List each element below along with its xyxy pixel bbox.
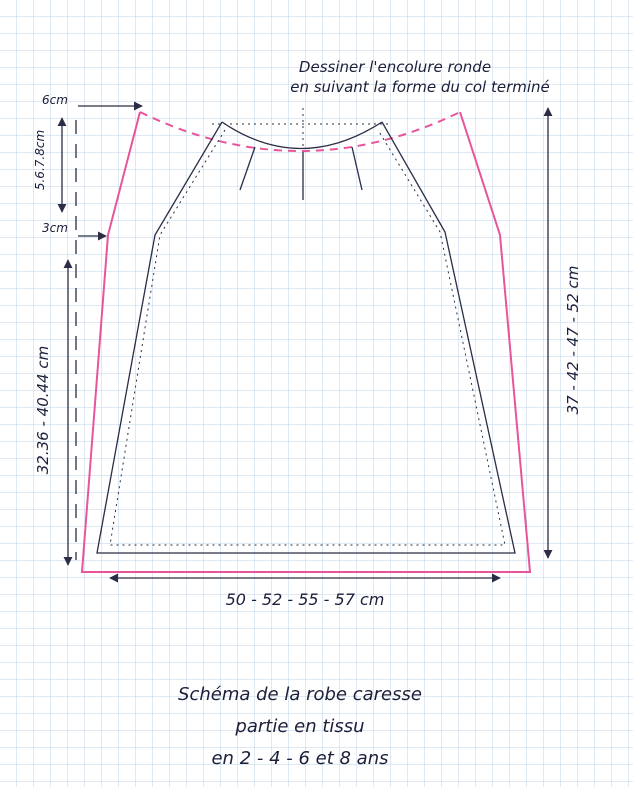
- dimension-label: 37 - 42 - 47 - 52 cm: [564, 266, 582, 415]
- annotation: Dessiner l'encolure ronde: [299, 58, 491, 76]
- pattern-outline: [96, 121, 516, 554]
- annotation: en suivant la forme du col terminé: [290, 78, 550, 96]
- neckline: [221, 121, 383, 150]
- guide-lines: [109, 123, 506, 546]
- caption: Schéma de la robe caresse: [178, 684, 422, 705]
- caption: en 2 - 4 - 6 et 8 ans: [211, 748, 388, 769]
- dimension-label: 3cm: [42, 221, 68, 235]
- caption: partie en tissu: [234, 716, 364, 737]
- dimension-label: 5.6.7.8cm: [33, 130, 47, 190]
- dimension-label: 50 - 52 - 55 - 57 cm: [226, 590, 385, 609]
- neckline-curve: [139, 111, 461, 152]
- seam-allowance-outline: [80, 111, 532, 573]
- dimension-label: 6cm: [42, 93, 68, 107]
- darts: [239, 146, 363, 200]
- dimension-label: 32.36 - 40.44 cm: [34, 346, 52, 474]
